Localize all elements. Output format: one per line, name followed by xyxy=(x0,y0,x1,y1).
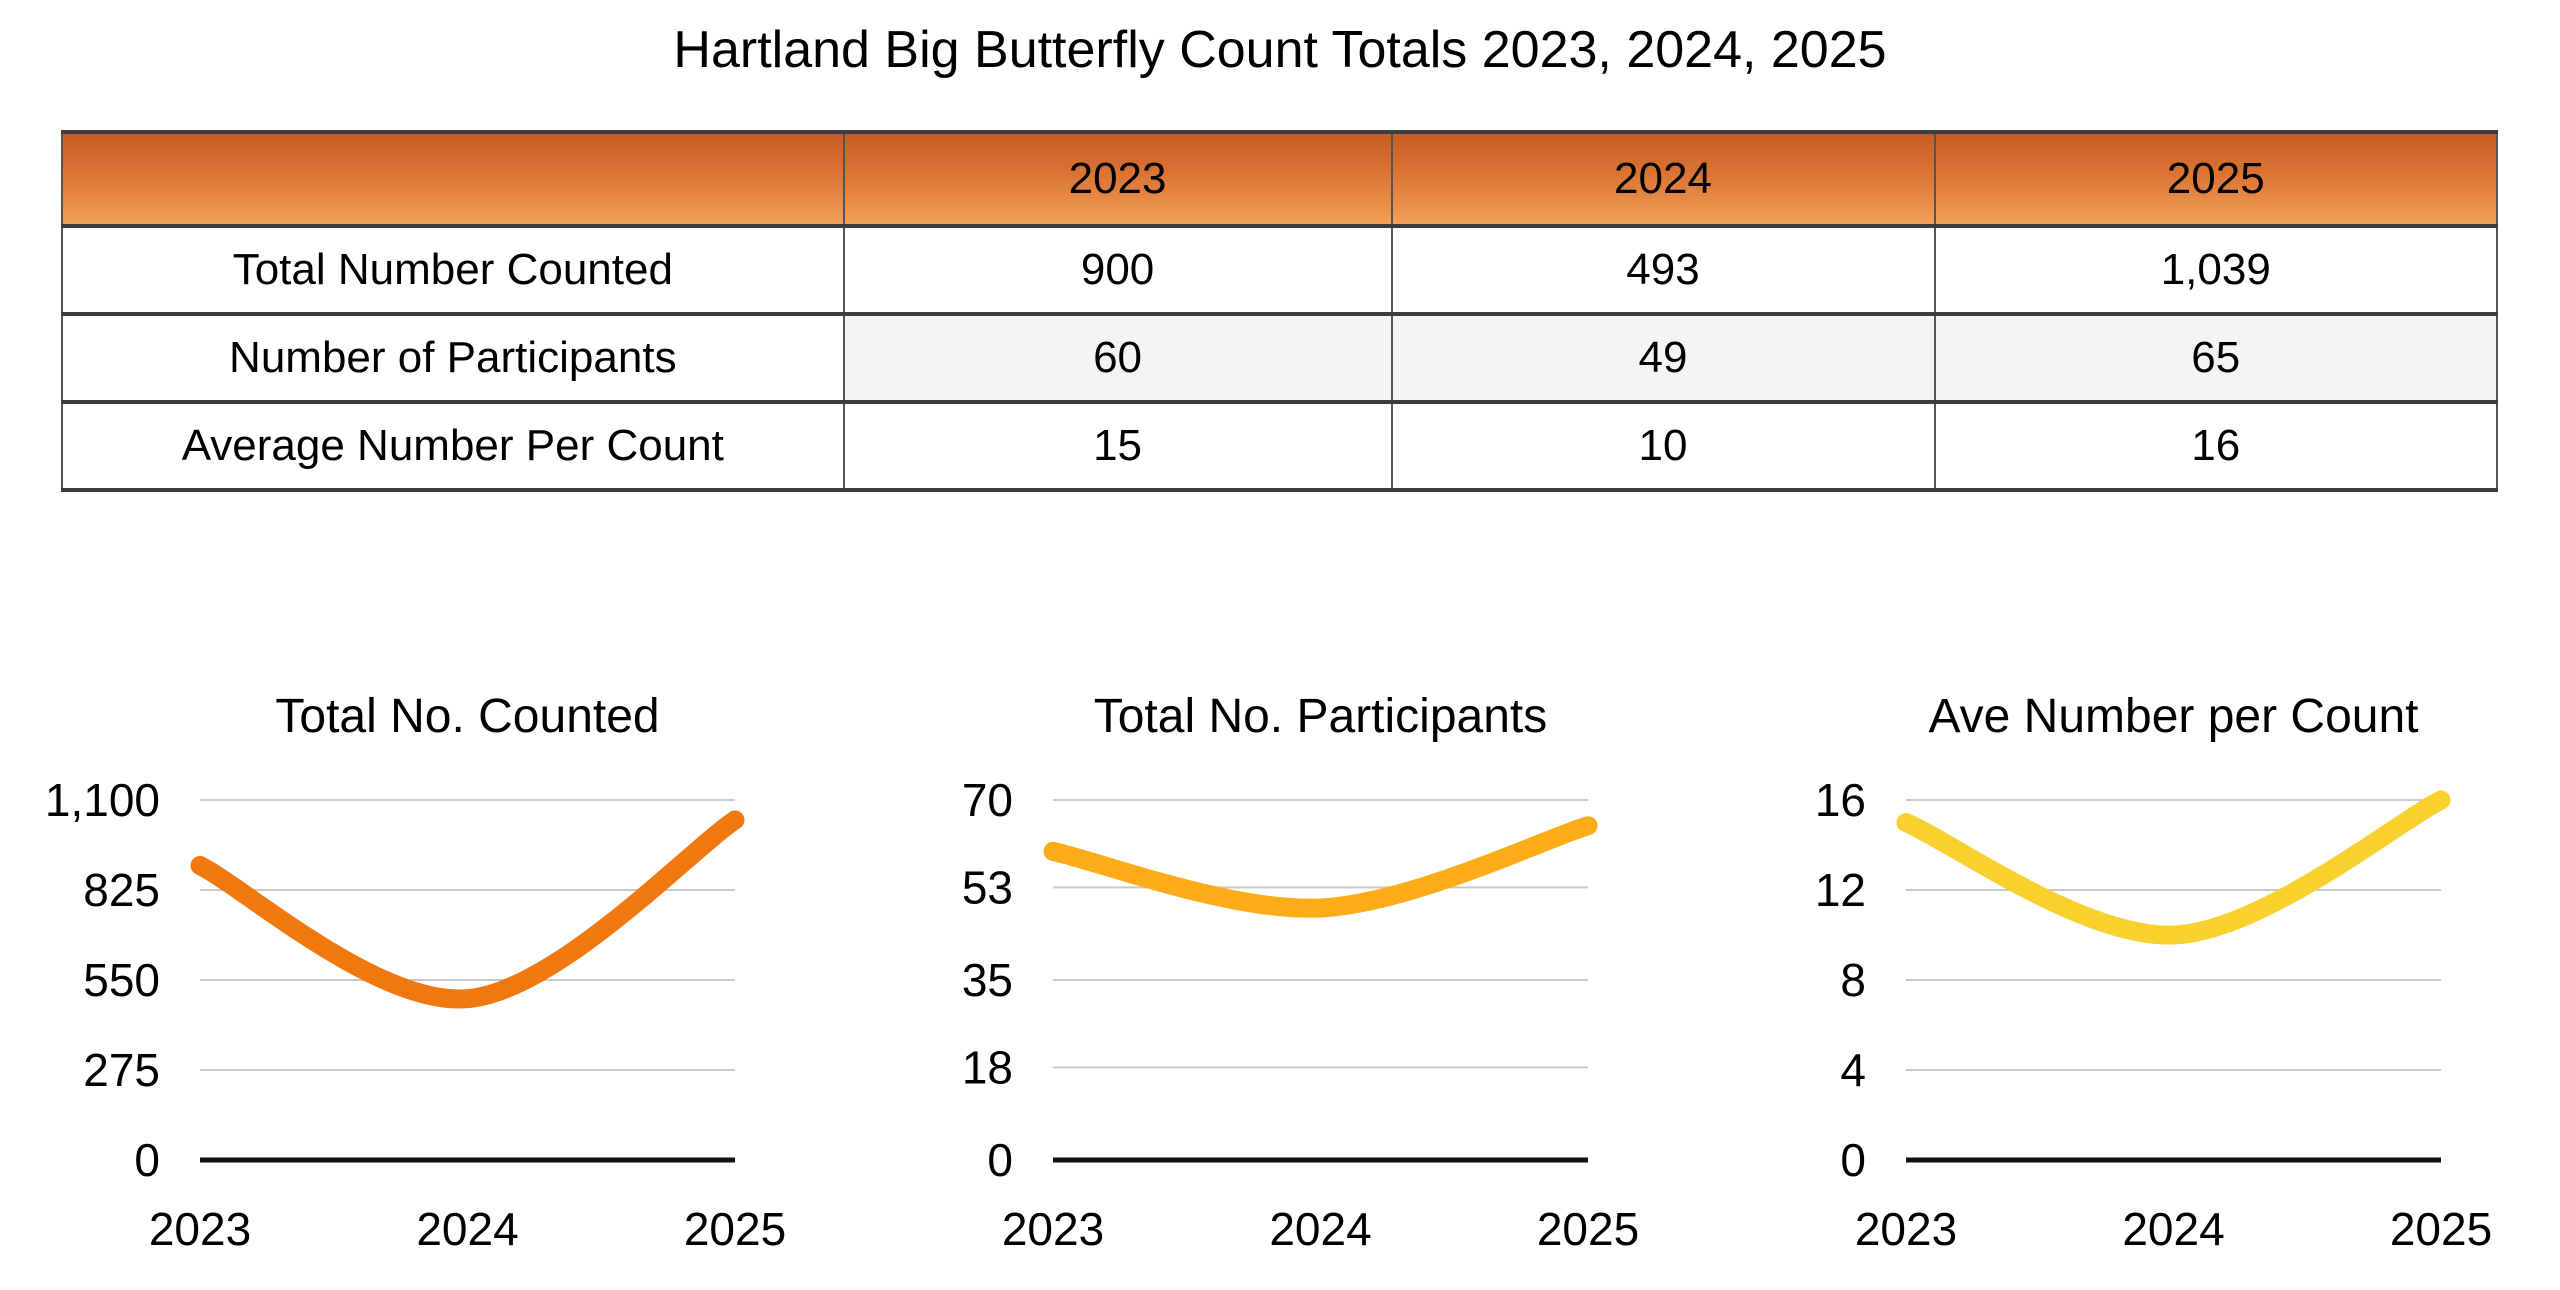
cell-value: 10 xyxy=(1390,400,1936,492)
table-header-row: 2023 2024 2025 xyxy=(61,130,2498,228)
y-tick-label: 16 xyxy=(1815,774,1866,826)
cell-value: 60 xyxy=(842,312,1393,404)
x-tick-label: 2025 xyxy=(1537,1203,1639,1255)
chart-total-no-counted: 0 275 550 825 1,100 2023 2024 2025 Total No. Cou… xyxy=(0,660,853,1290)
line-series xyxy=(190,810,745,1009)
y-tick-label: 53 xyxy=(962,861,1013,913)
chart-ave-number-per-count: 0 4 8 12 16 2023 2024 2025 Ave Number per Count xyxy=(1706,660,2559,1290)
y-tick-label: 1,100 xyxy=(45,774,160,826)
y-tick-label: 0 xyxy=(134,1134,160,1186)
y-tick-label: 18 xyxy=(962,1041,1013,1093)
y-tick-label: 12 xyxy=(1815,864,1866,916)
row-label: Number of Participants xyxy=(61,312,845,404)
corner-header-cell xyxy=(61,130,845,228)
x-tick-label: 2023 xyxy=(1002,1203,1104,1255)
chart-title: Ave Number per Count xyxy=(1928,690,2418,743)
x-tick-label: 2024 xyxy=(416,1203,518,1255)
line-chart: 0 18 35 53 70 2023 2024 2025 Total No. Participa… xyxy=(962,690,1639,1255)
x-tick-label: 2024 xyxy=(2122,1203,2224,1255)
line-chart: 0 275 550 825 1,100 2023 2024 2025 Total No. Cou… xyxy=(45,690,786,1255)
cell-value: 493 xyxy=(1390,224,1936,316)
x-tick-label: 2023 xyxy=(1855,1203,1957,1255)
cell-value: 16 xyxy=(1933,400,2498,492)
y-tick-label: 0 xyxy=(1840,1134,1866,1186)
table-body: Total Number Counted 900 493 1,039 Number of… xyxy=(61,224,2498,492)
y-tick-label: 275 xyxy=(83,1044,160,1096)
y-tick-label: 70 xyxy=(962,774,1013,826)
column-header: 2025 xyxy=(1933,130,2498,228)
column-header: 2024 xyxy=(1390,130,1936,228)
y-tick-label: 0 xyxy=(987,1134,1013,1186)
table-row: Total Number Counted 900 493 1,039 xyxy=(61,224,2498,316)
cell-value: 49 xyxy=(1390,312,1936,404)
page-title: Hartland Big Butterfly Count Totals 2023… xyxy=(673,21,1887,79)
x-tick-label: 2025 xyxy=(2390,1203,2492,1255)
cell-value: 65 xyxy=(1933,312,2498,404)
row-label: Average Number Per Count xyxy=(61,400,845,492)
x-tick-label: 2025 xyxy=(684,1203,786,1255)
charts-row: 0 275 550 825 1,100 2023 2024 2025 Total No. Cou… xyxy=(0,660,2560,1290)
y-tick-label: 825 xyxy=(83,864,160,916)
column-header: 2023 xyxy=(842,130,1393,228)
chart-title: Total No. Counted xyxy=(275,690,659,743)
y-tick-label: 550 xyxy=(83,954,160,1006)
table-row: Number of Participants 60 49 65 xyxy=(61,312,2498,404)
butterfly-count-table: 2023 2024 2025 Total Number Counted 900 493 1… xyxy=(61,130,2498,492)
x-tick-label: 2024 xyxy=(1269,1203,1371,1255)
line-series xyxy=(1896,790,2451,945)
line-series xyxy=(1043,816,1598,918)
y-tick-label: 8 xyxy=(1840,954,1866,1006)
chart-title: Total No. Participants xyxy=(1094,690,1548,743)
x-tick-label: 2023 xyxy=(149,1203,251,1255)
row-label: Total Number Counted xyxy=(61,224,845,316)
y-tick-label: 4 xyxy=(1840,1044,1866,1096)
chart-total-no-participants: 0 18 35 53 70 2023 2024 2025 Total No. Participa… xyxy=(853,660,1706,1290)
cell-value: 900 xyxy=(842,224,1393,316)
table-row: Average Number Per Count 15 10 16 xyxy=(61,400,2498,492)
line-chart: 0 4 8 12 16 2023 2024 2025 Ave Number per Count xyxy=(1815,690,2492,1255)
cell-value: 15 xyxy=(842,400,1393,492)
cell-value: 1,039 xyxy=(1933,224,2498,316)
y-tick-label: 35 xyxy=(962,954,1013,1006)
